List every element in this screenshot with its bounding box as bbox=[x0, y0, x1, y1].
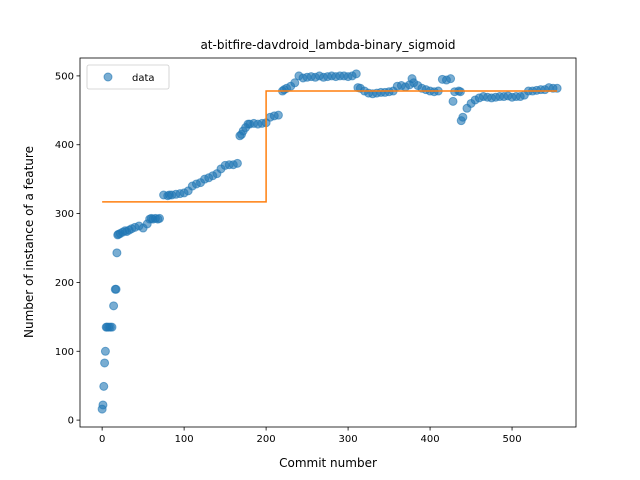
data-point bbox=[99, 381, 109, 391]
data-point bbox=[232, 158, 242, 168]
y-tick-label: 100 bbox=[55, 347, 74, 358]
data-point bbox=[448, 96, 458, 106]
legend-marker-data bbox=[103, 72, 113, 82]
data-point bbox=[273, 110, 283, 120]
y-tick-label: 400 bbox=[55, 140, 74, 151]
x-tick-label: 300 bbox=[339, 434, 358, 445]
data-point bbox=[107, 322, 117, 332]
data-point bbox=[100, 346, 110, 356]
data-point bbox=[112, 248, 122, 258]
data-point bbox=[351, 69, 361, 79]
plot-frame bbox=[79, 57, 577, 428]
x-tick-label: 200 bbox=[257, 434, 276, 445]
x-axis-label: Commit number bbox=[279, 456, 377, 470]
fit-step-line bbox=[102, 90, 558, 203]
y-tick-label: 300 bbox=[55, 209, 74, 220]
plot-area bbox=[97, 69, 562, 414]
data-point bbox=[155, 213, 165, 223]
data-point bbox=[111, 284, 121, 294]
y-tick-label: 500 bbox=[55, 71, 74, 82]
x-tick-label: 100 bbox=[175, 434, 194, 445]
data-point bbox=[290, 78, 300, 88]
x-tick-label: 400 bbox=[421, 434, 440, 445]
y-tick-label: 0 bbox=[68, 416, 74, 427]
legend-box bbox=[86, 64, 170, 90]
data-point bbox=[100, 358, 110, 368]
data-point bbox=[446, 74, 456, 84]
y-axis-label: Number of instance of a feature bbox=[22, 146, 36, 338]
data-point bbox=[98, 400, 108, 410]
data-point bbox=[458, 112, 468, 122]
axis-ticks: 0 100 200 300 400 500 0 100 200 300 400 500 bbox=[55, 71, 522, 445]
legend-label-data: data bbox=[132, 73, 155, 84]
x-tick-label: 0 bbox=[99, 434, 105, 445]
data-point bbox=[109, 301, 119, 311]
y-tick-label: 200 bbox=[55, 278, 74, 289]
legend: data bbox=[86, 64, 170, 90]
chart-title: at-bitfire-davdroid_lambda-binary_sigmoi… bbox=[200, 38, 455, 52]
x-tick-label: 500 bbox=[503, 434, 522, 445]
